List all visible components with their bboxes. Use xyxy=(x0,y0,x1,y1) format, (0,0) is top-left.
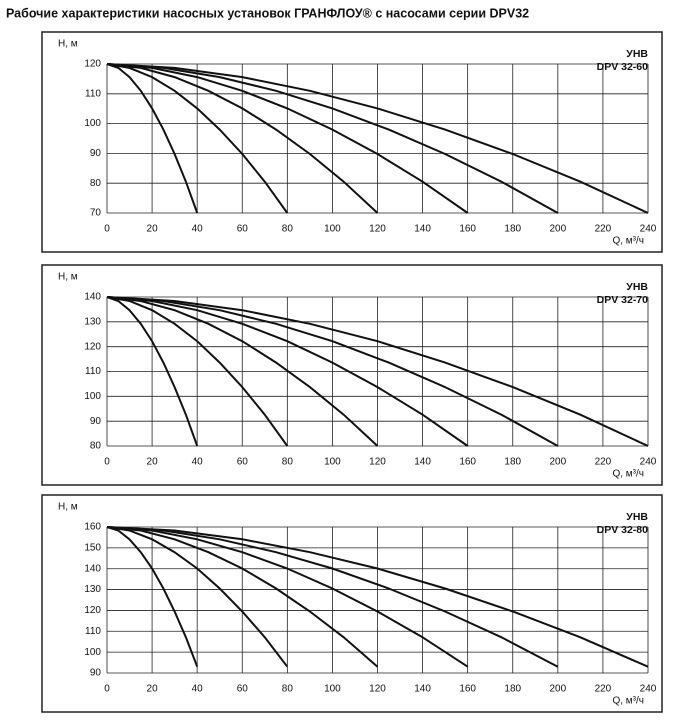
y-axis-label: Н, м xyxy=(58,272,78,283)
curve xyxy=(106,526,649,668)
y-tick-label: 100 xyxy=(84,391,101,402)
curve xyxy=(106,296,469,447)
x-tick-label: 60 xyxy=(237,684,249,695)
x-tick-label: 200 xyxy=(549,457,566,468)
curve xyxy=(106,526,559,668)
x-tick-label: 220 xyxy=(595,684,612,695)
x-tick-label: 160 xyxy=(459,457,476,468)
panel-frame xyxy=(41,494,663,713)
x-tick-label: 220 xyxy=(595,457,612,468)
curve xyxy=(106,526,199,668)
y-tick-label: 110 xyxy=(85,88,101,99)
x-tick-label: 120 xyxy=(369,224,386,235)
x-tick-label: 80 xyxy=(282,457,294,468)
curve xyxy=(106,63,199,214)
x-tick-label: 120 xyxy=(369,457,386,468)
y-tick-label: 90 xyxy=(90,416,102,427)
x-tick-label: 100 xyxy=(324,224,341,235)
x-tick-label: 40 xyxy=(192,457,204,468)
x-tick-label: 80 xyxy=(282,684,294,695)
x-tick-label: 40 xyxy=(192,224,204,235)
x-tick-label: 240 xyxy=(640,457,657,468)
y-tick-label: 130 xyxy=(84,584,101,595)
y-tick-label: 100 xyxy=(84,647,101,658)
x-tick-label: 140 xyxy=(414,224,431,235)
panel-frame xyxy=(41,264,663,486)
y-tick-label: 160 xyxy=(84,522,101,533)
x-tick-label: 120 xyxy=(369,684,386,695)
x-tick-label: 220 xyxy=(595,224,612,235)
curve xyxy=(106,63,289,214)
curve xyxy=(106,63,469,214)
y-tick-label: 150 xyxy=(84,542,101,553)
x-tick-label: 0 xyxy=(104,457,110,468)
y-axis-label: Н, м xyxy=(58,39,78,50)
y-tick-label: 120 xyxy=(84,341,101,352)
curve xyxy=(106,296,289,447)
y-tick-label: 140 xyxy=(84,292,101,303)
x-tick-label: 140 xyxy=(414,684,431,695)
x-axis-label: Q, м³/ч xyxy=(612,236,644,247)
y-axis-label: Н, м xyxy=(58,502,78,513)
x-tick-label: 20 xyxy=(147,457,159,468)
x-tick-label: 20 xyxy=(147,224,159,235)
x-tick-label: 60 xyxy=(237,224,249,235)
curve xyxy=(106,63,649,214)
y-tick-label: 110 xyxy=(85,366,101,377)
x-tick-label: 180 xyxy=(504,224,521,235)
x-tick-label: 160 xyxy=(459,224,476,235)
y-tick-label: 90 xyxy=(90,668,102,679)
series-annotation: DPV 32-70 xyxy=(597,294,649,306)
x-tick-label: 160 xyxy=(459,684,476,695)
y-tick-label: 140 xyxy=(84,563,101,574)
x-tick-label: 100 xyxy=(324,457,341,468)
x-tick-label: 240 xyxy=(640,224,657,235)
curve xyxy=(106,296,199,447)
curve xyxy=(106,63,559,214)
curve xyxy=(106,526,379,668)
y-tick-label: 80 xyxy=(90,178,102,189)
series-annotation: DPV 32-60 xyxy=(597,61,649,73)
x-tick-label: 80 xyxy=(282,224,294,235)
x-tick-label: 40 xyxy=(192,684,204,695)
x-tick-label: 140 xyxy=(414,457,431,468)
x-axis-label: Q, м³/ч xyxy=(612,469,644,480)
y-tick-label: 120 xyxy=(84,605,101,616)
x-tick-label: 0 xyxy=(104,224,110,235)
x-tick-label: 0 xyxy=(104,684,110,695)
y-tick-label: 80 xyxy=(90,441,102,452)
series-annotation: УНВ xyxy=(626,511,648,523)
y-tick-label: 90 xyxy=(90,148,102,159)
x-axis-label: Q, м³/ч xyxy=(612,696,644,707)
curve xyxy=(106,63,379,214)
curve xyxy=(106,296,649,447)
curve xyxy=(106,296,379,447)
x-tick-label: 200 xyxy=(549,224,566,235)
x-tick-label: 180 xyxy=(504,457,521,468)
x-tick-label: 20 xyxy=(147,684,159,695)
series-annotation: DPV 32-80 xyxy=(597,524,649,536)
y-tick-label: 120 xyxy=(84,59,101,70)
x-tick-label: 200 xyxy=(549,684,566,695)
x-tick-label: 180 xyxy=(504,684,521,695)
y-tick-label: 110 xyxy=(85,626,101,637)
page-title: Рабочие характеристики насосных установо… xyxy=(6,6,529,20)
x-tick-label: 100 xyxy=(324,684,341,695)
curve xyxy=(106,296,559,447)
series-annotation: УНВ xyxy=(626,48,648,60)
panel-frame xyxy=(41,31,663,253)
x-tick-label: 60 xyxy=(237,457,249,468)
y-tick-label: 130 xyxy=(84,316,101,327)
curve xyxy=(106,526,289,668)
y-tick-label: 70 xyxy=(90,208,102,219)
y-tick-label: 100 xyxy=(84,118,101,129)
curve xyxy=(106,526,469,668)
series-annotation: УНВ xyxy=(626,281,648,293)
x-tick-label: 240 xyxy=(640,684,657,695)
